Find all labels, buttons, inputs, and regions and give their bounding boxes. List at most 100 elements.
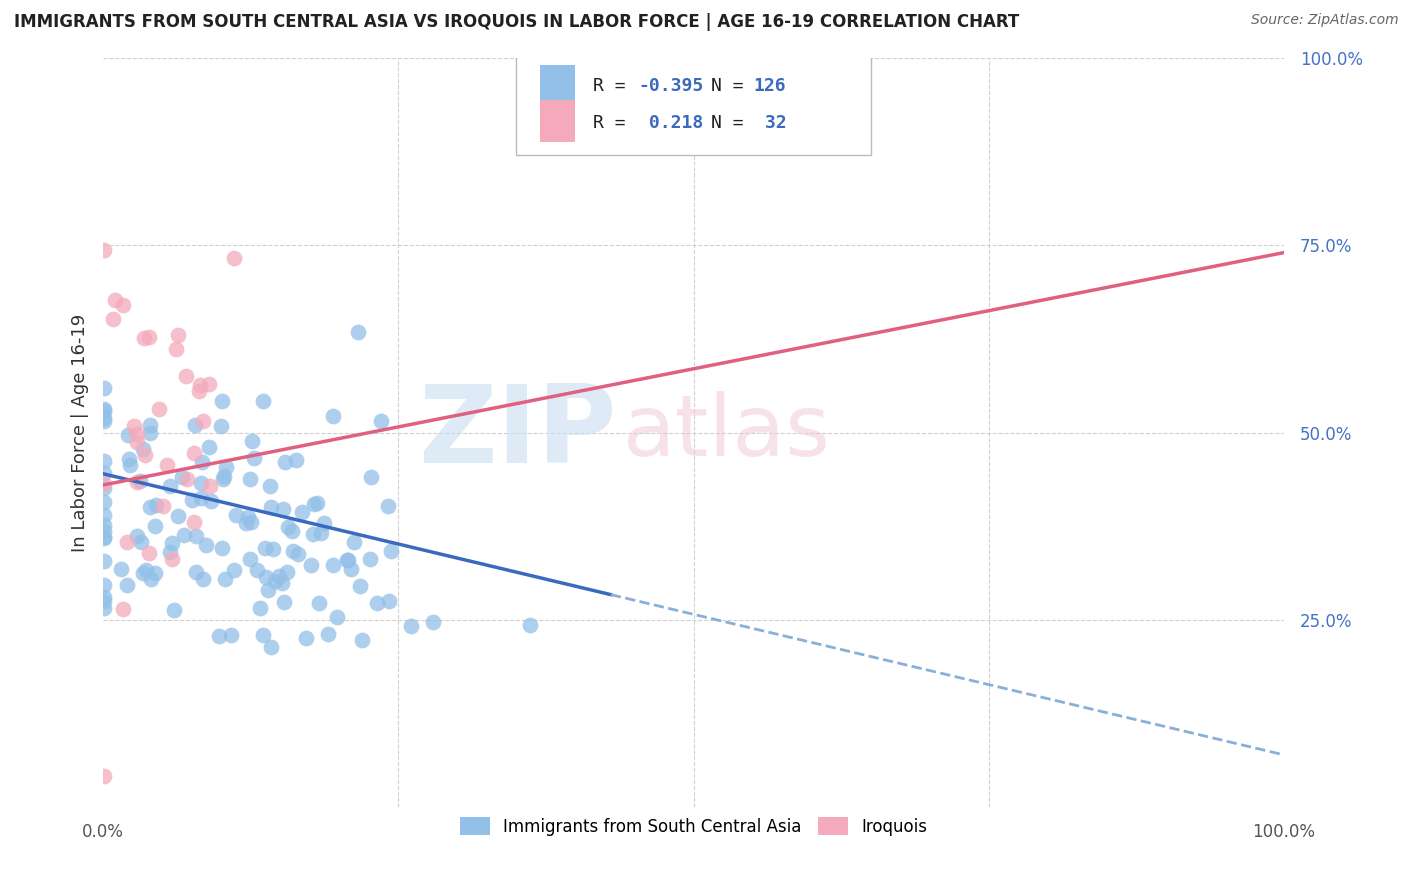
Point [132, 566, 155, 580]
Point [93, 531, 115, 545]
Point [138, 425, 160, 440]
Point [93, 466, 115, 480]
Point [129, 535, 152, 549]
Text: Source: ZipAtlas.com: Source: ZipAtlas.com [1251, 13, 1399, 28]
Text: 126: 126 [754, 78, 786, 95]
Text: 32: 32 [754, 114, 786, 132]
Text: N =: N = [711, 114, 755, 132]
Point [93, 414, 115, 428]
Point [252, 393, 274, 408]
Point [104, 293, 127, 308]
Point [127, 475, 149, 489]
Point [336, 553, 359, 567]
Point [215, 459, 238, 474]
Point [124, 419, 146, 434]
Point [93, 381, 115, 395]
Point [190, 455, 212, 469]
Point [246, 563, 269, 577]
Point [162, 552, 184, 566]
Point [322, 558, 344, 572]
Point [259, 640, 281, 655]
Point [208, 629, 231, 643]
Point [294, 631, 316, 645]
Point [198, 440, 221, 454]
Text: IMMIGRANTS FROM SOUTH CENTRAL ASIA VS IROQUOIS IN LABOR FORCE | AGE 16-19 CORREL: IMMIGRANTS FROM SOUTH CENTRAL ASIA VS IR… [14, 13, 1019, 31]
Point [127, 529, 149, 543]
Point [163, 603, 186, 617]
Point [93, 410, 115, 425]
Point [125, 426, 148, 441]
Point [243, 450, 266, 465]
Point [190, 476, 212, 491]
Text: -0.395: -0.395 [638, 78, 703, 95]
Point [93, 244, 115, 258]
FancyBboxPatch shape [516, 50, 870, 155]
Point [170, 470, 193, 484]
Point [314, 516, 336, 531]
Point [93, 594, 115, 608]
FancyBboxPatch shape [540, 65, 575, 106]
Text: ZIP: ZIP [418, 379, 617, 485]
Point [200, 493, 222, 508]
Point [378, 594, 401, 608]
Point [253, 541, 276, 555]
Point [93, 477, 115, 491]
Point [186, 529, 208, 543]
Point [259, 500, 281, 514]
Point [112, 298, 135, 312]
Point [129, 474, 152, 488]
Point [222, 563, 245, 577]
Point [176, 368, 198, 383]
Point [225, 508, 247, 523]
Point [211, 394, 233, 409]
Text: N =: N = [711, 78, 755, 95]
Point [340, 562, 363, 576]
Point [249, 600, 271, 615]
Point [254, 569, 277, 583]
Point [148, 401, 170, 416]
Point [180, 492, 202, 507]
Point [167, 509, 190, 524]
Point [156, 458, 179, 472]
Point [190, 491, 212, 506]
Point [173, 528, 195, 542]
Point [188, 377, 211, 392]
Point [347, 325, 370, 339]
Point [212, 469, 235, 483]
Point [101, 312, 124, 326]
Point [115, 578, 138, 592]
Point [349, 579, 371, 593]
Point [134, 448, 156, 462]
Point [93, 601, 115, 615]
Point [198, 376, 221, 391]
Point [287, 548, 309, 562]
Point [145, 498, 167, 512]
Point [235, 516, 257, 530]
Point [284, 453, 307, 467]
Point [264, 574, 287, 588]
Point [257, 582, 280, 597]
Point [350, 632, 373, 647]
Point [118, 458, 141, 472]
Point [141, 572, 163, 586]
Point [273, 455, 295, 469]
Point [93, 590, 115, 604]
Point [93, 578, 115, 592]
Point [93, 508, 115, 522]
Point [93, 404, 115, 418]
Point [271, 502, 294, 516]
Point [93, 453, 115, 467]
Point [262, 542, 284, 557]
Point [187, 384, 209, 398]
Point [214, 572, 236, 586]
Point [308, 596, 330, 610]
Point [316, 626, 339, 640]
Text: R =: R = [593, 114, 637, 132]
Point [183, 446, 205, 460]
Point [302, 527, 325, 541]
Point [139, 417, 162, 432]
Point [183, 515, 205, 529]
Point [152, 499, 174, 513]
Point [309, 526, 332, 541]
Point [176, 471, 198, 485]
